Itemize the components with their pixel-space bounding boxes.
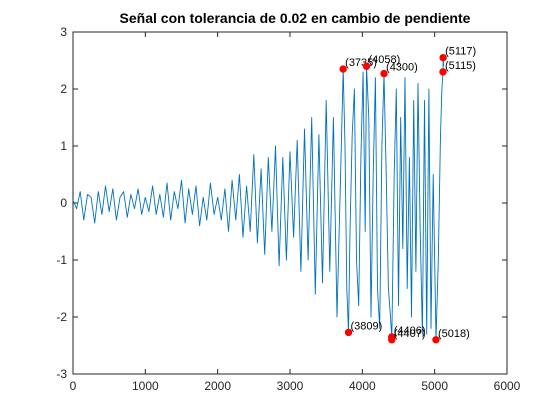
- y-tick-label: 2: [60, 82, 67, 96]
- x-tick-label: 1000: [132, 379, 159, 393]
- signal-line: [72, 57, 445, 341]
- marker-label: (4058): [369, 54, 401, 66]
- plot-area: 0 1000 2000 3000 4000 5000 6000-3-2-10123(3735…: [56, 25, 520, 393]
- x-tick-label: 2000: [204, 379, 231, 393]
- slope-change-marker: [344, 328, 353, 337]
- marker-label: (4407): [394, 328, 426, 340]
- slope-change-marker: [432, 336, 440, 344]
- x-tick-label: 4000: [349, 379, 376, 393]
- y-tick-label: 0: [60, 196, 67, 210]
- x-tick-label: 0: [70, 379, 77, 393]
- marker-label: (4406): [394, 325, 426, 337]
- x-tick-label: 3000: [277, 379, 304, 393]
- slope-change-marker: [362, 62, 371, 70]
- marker-label: (5018): [438, 328, 470, 340]
- chart-title: Señal con tolerancia de 0.02 en cambio d…: [120, 10, 471, 26]
- y-tick-label: -1: [56, 253, 67, 267]
- y-tick-label: -2: [56, 310, 67, 324]
- y-tick-label: -3: [56, 367, 67, 381]
- slope-change-marker: [439, 68, 447, 76]
- marker-label: (5115): [445, 60, 476, 72]
- x-tick-label: 6000: [494, 379, 521, 393]
- slope-change-marker: [339, 65, 347, 73]
- marker-label: (4300): [386, 62, 418, 74]
- marker-label: (5117): [445, 46, 476, 58]
- y-tick-label: 1: [60, 139, 67, 153]
- slope-change-marker: [388, 336, 396, 344]
- slope-change-marker: [380, 69, 388, 78]
- marker-label: (3809): [351, 320, 383, 332]
- slope-change-marker: [439, 53, 447, 62]
- y-tick-label: 3: [60, 25, 67, 39]
- x-tick-label: 5000: [421, 379, 448, 393]
